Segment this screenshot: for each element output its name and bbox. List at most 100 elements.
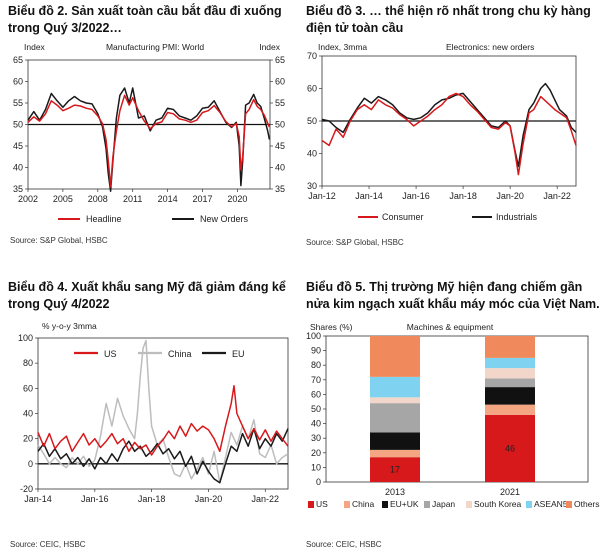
- chart-title: Biểu đồ 2. Sản xuất toàn cầu bắt đầu đi …: [8, 3, 298, 37]
- y-tick-label: 40: [23, 409, 33, 419]
- y-tick-label: 35: [13, 184, 23, 194]
- pmi-chart: Index Index Manufacturing PMI: World 35 35 40…: [13, 42, 285, 224]
- bar-segment-china: [370, 449, 420, 458]
- y-tick-label-right: 50: [275, 120, 285, 130]
- legend-label-japan: Japan: [432, 499, 455, 509]
- y-tick-label: 60: [13, 77, 23, 87]
- y-tick-label: 45: [13, 141, 23, 151]
- series-line-consumer: [321, 92, 577, 176]
- bar-segment-south-korea: [370, 397, 420, 404]
- y-tick-label: 30: [311, 433, 321, 443]
- legend-label-china: China: [352, 499, 374, 509]
- source-note: Source: S&P Global, HSBC: [10, 236, 108, 245]
- x-tick-label: Jan-16: [81, 494, 109, 504]
- bar-segment-south-korea: [485, 368, 535, 379]
- bar-segment-japan: [370, 403, 420, 433]
- machinery-chart: Shares (%) Machines & equipment 0 10 20 30 40 5…: [306, 322, 600, 509]
- legend-swatch-china: [344, 501, 350, 508]
- x-tick-label: 2014: [158, 194, 178, 204]
- legend-label-south-korea: South Korea: [474, 499, 522, 509]
- bar-segment-japan: [485, 378, 535, 388]
- series-line-china: [37, 339, 289, 484]
- y-axis-label-left: Index: [24, 42, 46, 52]
- y-tick-label-right: 60: [275, 77, 285, 87]
- y-tick-label-right: 40: [275, 163, 285, 173]
- title-line-1: Biểu đồ 5. Thị trường Mỹ hiện đang chiếm…: [306, 280, 583, 294]
- y-tick-label: 60: [307, 84, 317, 94]
- bar-segment-others: [370, 336, 420, 377]
- x-tick-label: Jan-18: [138, 494, 166, 504]
- y-tick-label: 60: [23, 383, 33, 393]
- x-tick-label: 2021: [500, 487, 520, 497]
- y-tick-label-right: 55: [275, 98, 285, 108]
- chart-panel-exports: Biểu đồ 4. Xuất khẩu sang Mỹ đã giảm đán…: [0, 276, 300, 552]
- y-tick-label: 50: [311, 404, 321, 414]
- legend-label-new-orders: New Orders: [200, 214, 249, 224]
- bar-segment-asean5: [485, 357, 535, 369]
- legend-label-us: US: [316, 499, 328, 509]
- series-line-us: [37, 385, 289, 456]
- bar-segment-eu-uk: [485, 387, 535, 405]
- legend-label-consumer: Consumer: [382, 212, 424, 222]
- y-tick-label: 0: [28, 459, 33, 469]
- legend-label-china: China: [168, 349, 192, 359]
- y-tick-label: 70: [311, 375, 321, 385]
- x-tick-label: Jan-14: [355, 191, 383, 201]
- bar-data-label: 17: [390, 465, 400, 475]
- y-tick-label-right: 45: [275, 141, 285, 151]
- x-tick-label: Jan-22: [252, 494, 280, 504]
- y-tick-label: 80: [311, 360, 321, 370]
- y-tick-label: 30: [307, 181, 317, 191]
- y-tick-label: 20: [23, 434, 33, 444]
- y-axis-label-left: Index, 3mma: [318, 42, 367, 52]
- source-note: Source: S&P Global, HSBC: [306, 238, 404, 247]
- y-axis-label-right: Index: [259, 42, 281, 52]
- chart-panel-electronics: Biểu đồ 3. … thể hiện rõ nhất trong chu …: [300, 0, 600, 250]
- y-tick-label-right: 65: [275, 55, 285, 65]
- y-tick-label: 20: [311, 448, 321, 458]
- x-tick-label: Jan-20: [496, 191, 524, 201]
- plot-frame: [37, 337, 289, 490]
- exports-chart: % y-o-y 3mma -20 0 20 40 60 80 100 Jan-14 Jan-16 J…: [18, 321, 289, 504]
- legend-label-headline: Headline: [86, 214, 122, 224]
- source-note: Source: CEIC, HSBC: [10, 540, 86, 549]
- bar-data-label: 46: [505, 443, 515, 453]
- legend-label-eu-uk: EU+UK: [390, 499, 419, 509]
- x-tick-label: 2011: [123, 194, 142, 204]
- y-tick-label: -20: [20, 484, 33, 494]
- x-tick-label: 2008: [88, 194, 108, 204]
- title-line-1: Biểu đồ 2. Sản xuất toàn cầu bắt đầu đi …: [8, 4, 282, 18]
- y-tick-label: 90: [311, 346, 321, 356]
- y-tick-label: 40: [307, 149, 317, 159]
- y-tick-label: 0: [316, 477, 321, 487]
- legend-swatch-us: [308, 501, 314, 508]
- y-axis-label-left: % y-o-y 3mma: [42, 321, 97, 331]
- chart-subtitle: Machines & equipment: [407, 322, 494, 332]
- y-tick-label: 55: [13, 98, 23, 108]
- bar-segment-us: [485, 414, 535, 482]
- title-line-2: trong Quý 3/2022…: [8, 21, 122, 35]
- series-line-new-orders: [27, 87, 271, 192]
- chart-title: Biểu đồ 3. … thể hiện rõ nhất trong chu …: [306, 3, 598, 37]
- x-tick-label: Jan-20: [195, 494, 223, 504]
- legend-swatch-south-korea: [466, 501, 472, 508]
- x-tick-label: Jan-22: [543, 191, 571, 201]
- chart-subtitle: Manufacturing PMI: World: [106, 42, 204, 52]
- y-tick-label: 100: [18, 333, 33, 343]
- chart-subtitle: Electronics: new orders: [446, 42, 534, 52]
- y-axis-label-left: Shares (%): [310, 322, 353, 332]
- legend-swatch-others: [566, 501, 572, 508]
- legend-label-others: Others: [574, 499, 600, 509]
- y-tick-label: 40: [13, 163, 23, 173]
- x-tick-label: 2013: [385, 487, 405, 497]
- bar-segment-us: [370, 457, 420, 482]
- legend-swatch-eu-uk: [382, 501, 388, 508]
- series-line-headline: [27, 94, 271, 188]
- source-note: Source: CEIC, HSBC: [306, 540, 382, 549]
- title-line-1: Biểu đồ 3. … thể hiện rõ nhất trong chu …: [306, 4, 591, 18]
- series-line-industrials: [321, 82, 577, 168]
- legend-swatch-japan: [424, 501, 430, 508]
- legend-label-eu: EU: [232, 349, 245, 359]
- chart-title: Biểu đồ 4. Xuất khẩu sang Mỹ đã giảm đán…: [8, 279, 298, 313]
- chart-panel-machinery: Biểu đồ 5. Thị trường Mỹ hiện đang chiếm…: [300, 276, 600, 552]
